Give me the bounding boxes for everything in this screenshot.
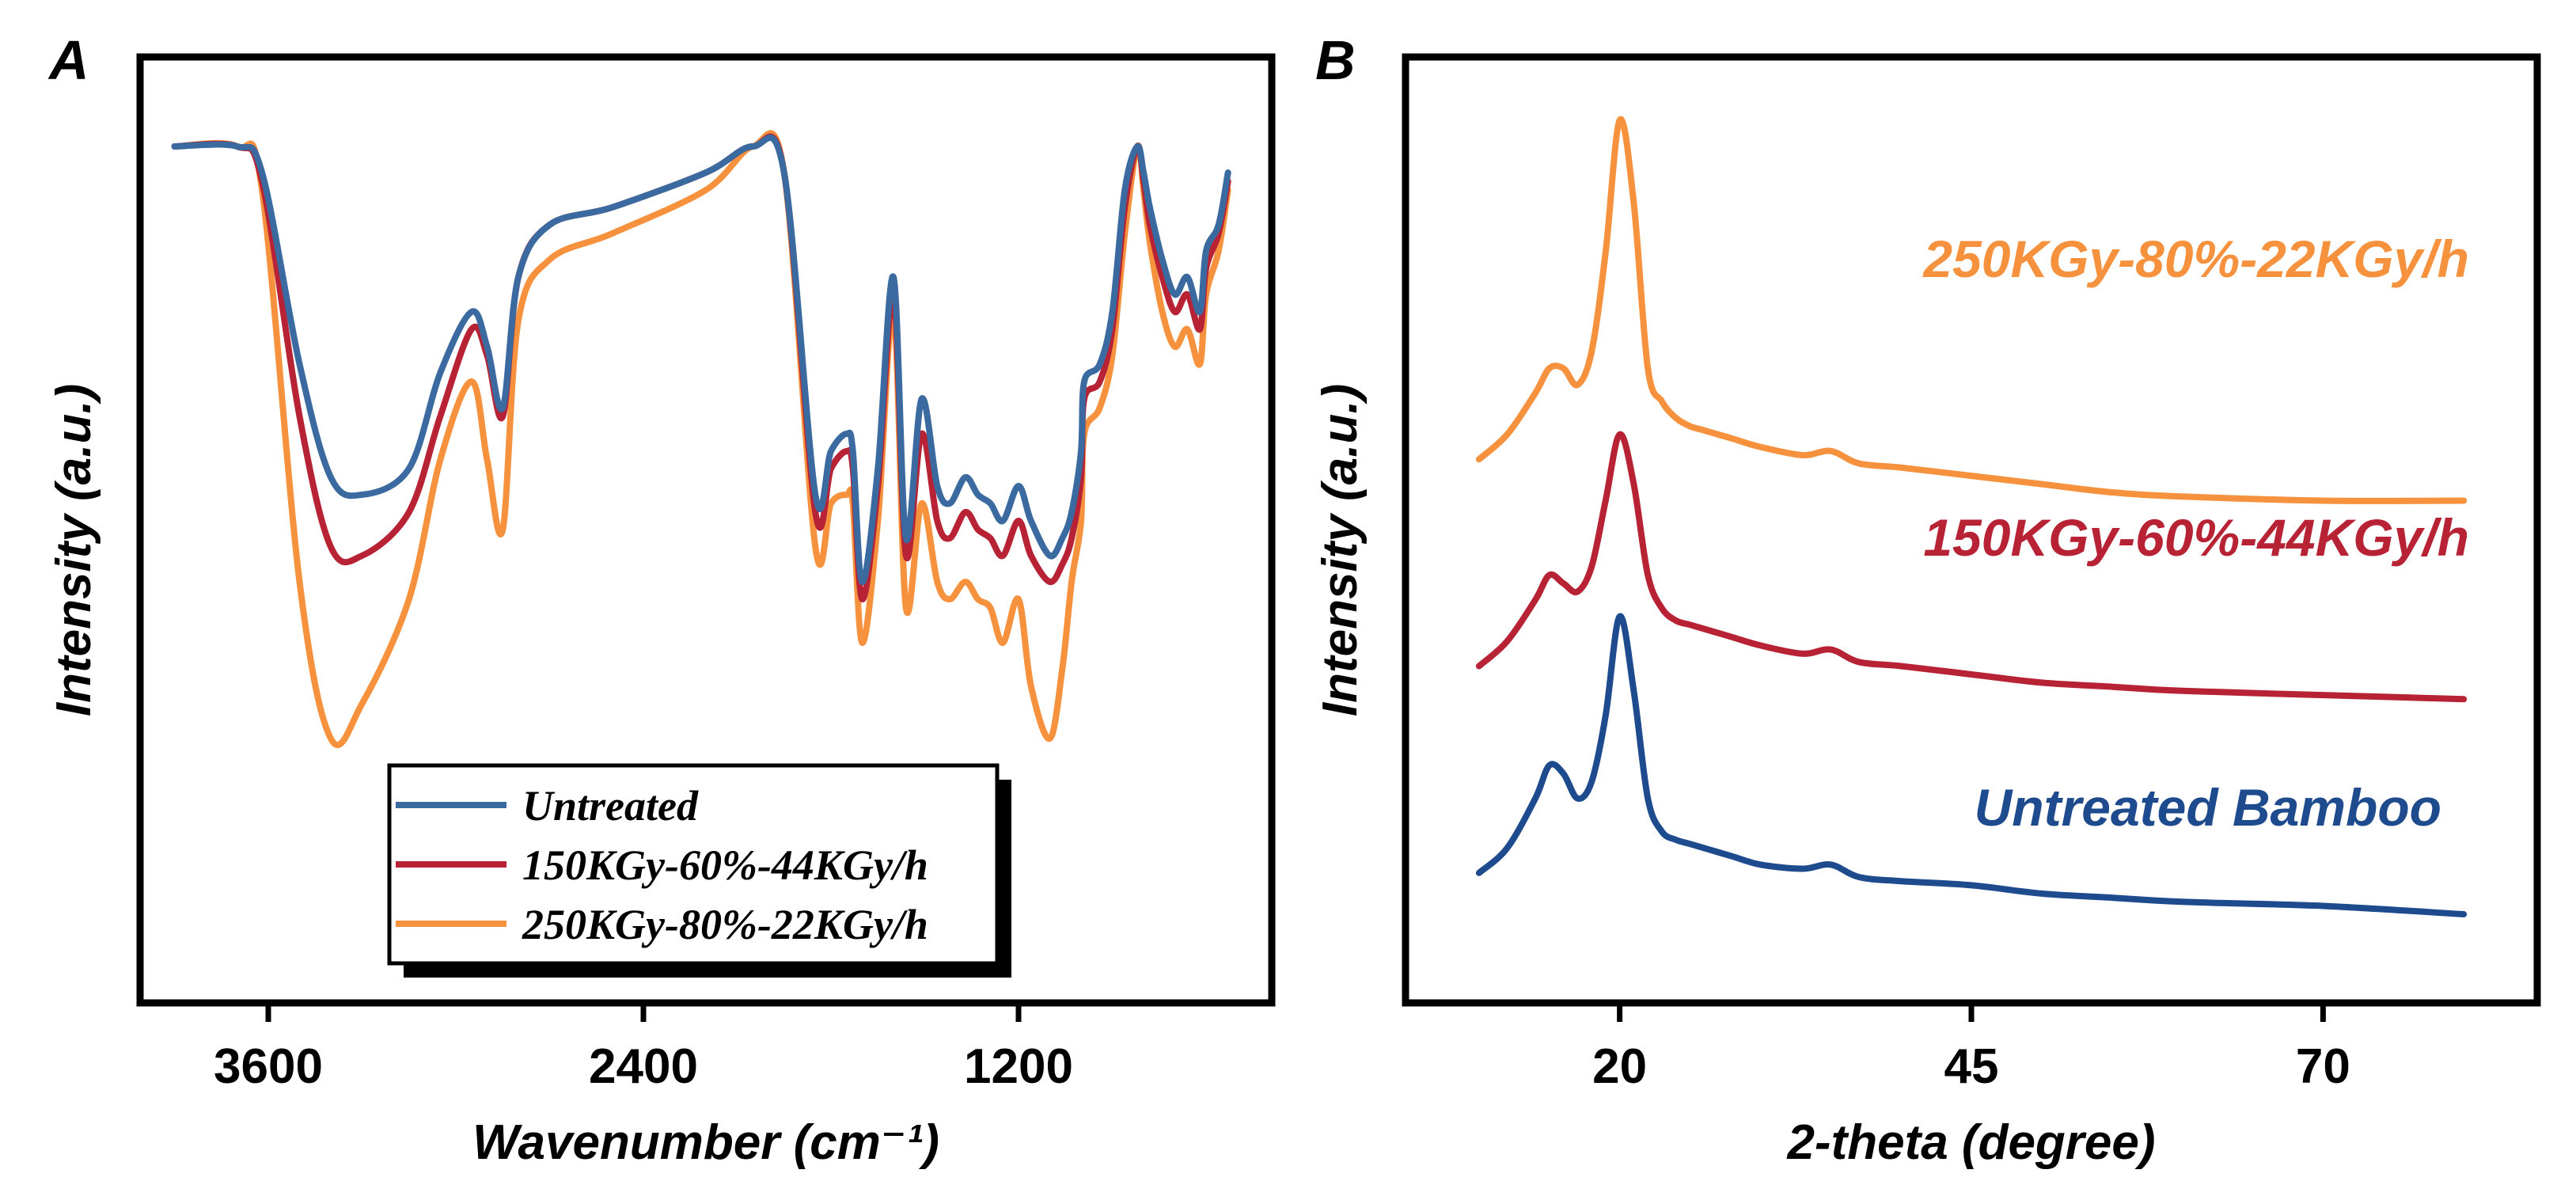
panel-a-letter: A bbox=[47, 29, 89, 91]
panel-a-series-line-250kgy-80-22kgy-h bbox=[171, 130, 1231, 748]
panel-a-frame bbox=[136, 53, 1276, 1007]
panel-a-x-axis-label-text: Wavenumber (cm⁻¹) bbox=[472, 1115, 939, 1170]
legend-label-untreated: Untreated bbox=[522, 782, 699, 830]
panel-a-x-tick-label-1200: 1200 bbox=[964, 1039, 1073, 1094]
panel-a-series-group bbox=[171, 130, 1231, 748]
panel-b-x-ticks: 20 45 70 bbox=[1592, 1003, 2350, 1094]
panel-a-x-axis-label: Wavenumber (cm⁻¹) bbox=[472, 1115, 939, 1170]
panel-a-series-line-untreated bbox=[171, 135, 1231, 586]
panel-b-x-axis-label: 2-theta (degree) bbox=[1786, 1115, 2155, 1170]
panel-a-series-line-150kgy-60-44kgy-h bbox=[171, 133, 1231, 603]
panel-a: A 3600 2400 1200 Wavenumber (cm⁻¹) Intensi… bbox=[47, 29, 1276, 1170]
panel-b: B 20 45 70 2-theta (degree) Intensity (a.u… bbox=[1313, 29, 2541, 1170]
legend-label-250kgy: 250KGy-80%-22KGy/h bbox=[522, 901, 928, 948]
panel-b-y-axis-label: Intensity (a.u.) bbox=[1313, 384, 1368, 716]
panel-b-x-tick-label-70: 70 bbox=[2296, 1039, 2350, 1094]
panel-a-legend: Untreated 150KGy-60%-44KGy/h 250KGy-80%-… bbox=[387, 763, 1011, 978]
panel-b-series-line-250kgy-80-22kgy-h bbox=[1475, 116, 2468, 504]
panel-b-series-line-150kgy-60-44kgy-h bbox=[1475, 431, 2468, 703]
panel-b-x-tick-label-45: 45 bbox=[1944, 1039, 1999, 1094]
legend-label-150kgy: 150KGy-60%-44KGy/h bbox=[522, 841, 928, 889]
panel-a-x-ticks: 3600 2400 1200 bbox=[214, 1003, 1073, 1094]
panel-b-x-tick-label-20: 20 bbox=[1592, 1039, 1647, 1094]
panel-b-series-group bbox=[1475, 116, 2468, 917]
panel-a-y-axis-label: Intensity (a.u.) bbox=[47, 384, 101, 716]
panel-b-series-line-untreated-bamboo bbox=[1475, 613, 2468, 917]
annotation-untreated-bamboo: Untreated Bamboo bbox=[1975, 778, 2441, 837]
annotation-150kgy: 150KGy-60%-44KGy/h bbox=[1923, 508, 2469, 567]
panel-a-x-tick-label-2400: 2400 bbox=[589, 1039, 698, 1094]
annotation-250kgy: 250KGy-80%-22KGy/h bbox=[1922, 230, 2469, 288]
panel-a-x-tick-label-3600: 3600 bbox=[214, 1039, 323, 1094]
panel-b-letter: B bbox=[1315, 29, 1356, 91]
